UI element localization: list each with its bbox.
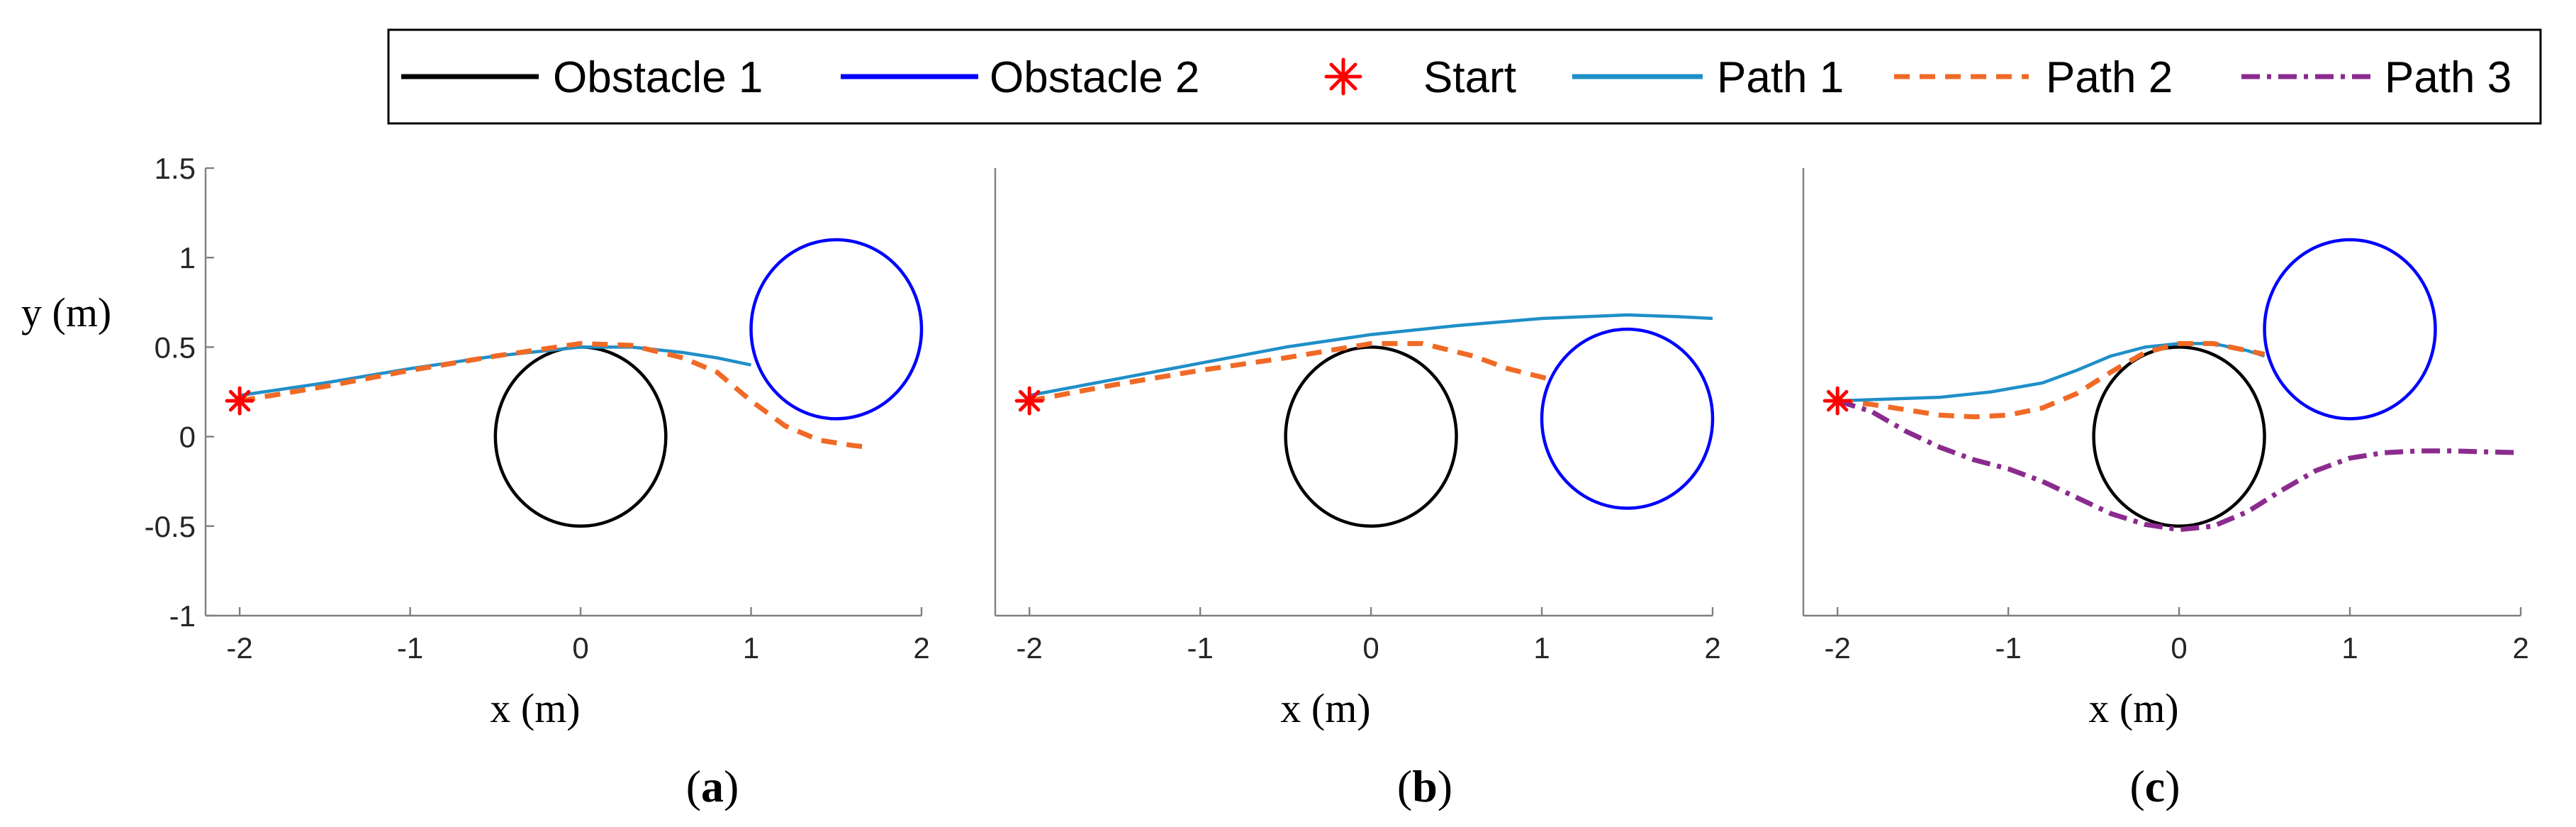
obstacle-obstacle-1: [1284, 345, 1458, 528]
x-tick-label: -2: [226, 631, 252, 665]
start-marker: [1822, 386, 1852, 416]
x-tick-label: 2: [2512, 631, 2529, 665]
panel-label: (a): [686, 761, 739, 811]
series-path-3: [1837, 398, 2521, 533]
legend-label: Obstacle 2: [990, 53, 1199, 102]
panel-b: -2 -1 0 1 2 x (m) (b): [994, 168, 1721, 811]
start-marker: [225, 386, 254, 416]
series-path-1: [1837, 342, 2266, 403]
panel-label-close: ): [1438, 761, 1452, 811]
x-tick-label: 0: [572, 631, 588, 665]
x-tick-label: 0: [1362, 631, 1379, 665]
x-tick-label: -1: [1995, 631, 2021, 665]
panel-label-close: ): [2165, 761, 2180, 811]
panel-label: (b): [1397, 761, 1452, 811]
x-tick-label: -2: [1017, 631, 1043, 665]
x-tick-label: 1: [2341, 631, 2358, 665]
series-path-1: [1029, 313, 1713, 397]
obstacle-obstacle-2: [1540, 327, 1715, 510]
obstacle-obstacle-1: [493, 345, 668, 528]
legend-label: Path 2: [2046, 53, 2173, 102]
y-tick-label: -1: [169, 599, 196, 633]
start-marker-stroke: [1018, 389, 1041, 412]
legend-start-marker-stroke: [1329, 62, 1357, 91]
x-tick-label: 1: [1533, 631, 1550, 665]
x-axis-title: x (m): [1280, 685, 1370, 731]
x-tick-label: 0: [2171, 631, 2187, 665]
panel-label: (c): [2129, 761, 2180, 811]
y-axis-title: y (m): [21, 289, 111, 335]
y-tick-label: -0.5: [145, 510, 196, 543]
panel-label-open: (: [2129, 761, 2144, 811]
x-tick-label: -2: [1825, 631, 1851, 665]
panel-label-open: (: [686, 761, 701, 811]
series-path-1: [239, 345, 751, 397]
obstacle-obstacle-1: [2092, 345, 2266, 528]
x-tick-label: 1: [743, 631, 759, 665]
legend-label: Obstacle 1: [553, 53, 763, 102]
legend-label: Path 1: [1717, 53, 1844, 102]
y-tick-label: 0.5: [155, 331, 196, 364]
y-tick-label: 1: [179, 241, 196, 274]
chart-panels: -2 -1 0 1 2-1-0.500.511.5x (m)y (m)(a)-2 -1 0 1…: [21, 152, 2529, 811]
panel-c: -2 -1 0 1 2 x (m) (c): [1802, 168, 2529, 811]
obstacle-obstacle-2: [749, 238, 924, 421]
panel-label-letter: c: [2145, 761, 2165, 811]
y-tick-label: 0: [179, 421, 196, 454]
x-tick-label: 2: [913, 631, 929, 665]
panel-label-letter: b: [1412, 761, 1438, 811]
legend-item-path-1: Path 1: [1572, 53, 1844, 102]
legend-item-path-3: Path 3: [2241, 53, 2511, 102]
legend-box: [387, 28, 2542, 125]
start-marker: [1014, 386, 1044, 416]
legend-item-start: Start: [1324, 53, 1516, 102]
series-path-2: [1837, 340, 2266, 420]
start-marker-stroke: [228, 389, 251, 412]
start-marker-stroke: [1826, 389, 1849, 412]
series-path-2: [1029, 340, 1551, 404]
panel-a: -2 -1 0 1 2 -1 -0.5 0 0.5 1 1.5 x (m) y (m) (a): [21, 152, 930, 811]
y-tick-label: 1.5: [155, 152, 196, 185]
legend-label: Start: [1423, 53, 1516, 102]
x-tick-label: 2: [1704, 631, 1720, 665]
series-path-2: [239, 340, 871, 450]
legend-item-obstacle-1: Obstacle 1: [401, 53, 763, 102]
legend-start-marker: [1324, 57, 1362, 96]
legend-label: Path 3: [2385, 53, 2511, 102]
legend: Obstacle 1 Obstacle 2 Start Path 1 Path 2 Pat…: [387, 28, 2542, 125]
legend-item-path-2: Path 2: [1894, 53, 2173, 102]
x-tick-label: -1: [397, 631, 423, 665]
x-tick-label: -1: [1187, 631, 1213, 665]
panel-label-letter: a: [701, 761, 724, 811]
legend-item-obstacle-2: Obstacle 2: [841, 53, 1199, 102]
obstacle-obstacle-2: [2263, 238, 2437, 421]
x-axis-title: x (m): [2088, 685, 2178, 731]
x-axis-title: x (m): [490, 685, 580, 731]
panel-label-close: ): [724, 761, 739, 811]
panel-label-open: (: [1397, 761, 1412, 811]
